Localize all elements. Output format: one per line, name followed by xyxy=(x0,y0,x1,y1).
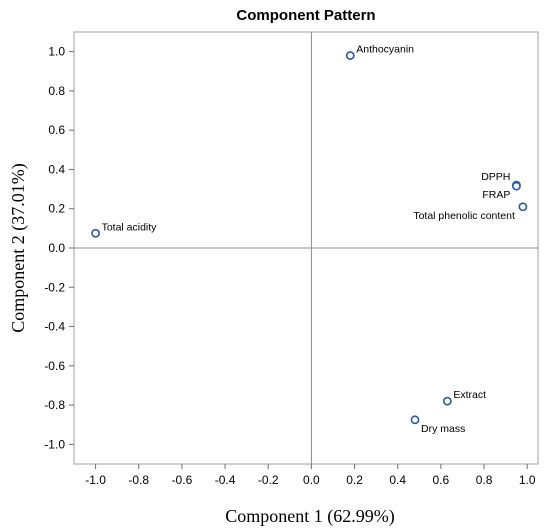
point-label-total-phenolic-content: Total phenolic content xyxy=(413,210,515,222)
y-tick-label: -0.8 xyxy=(44,398,65,412)
y-tick-label: -1.0 xyxy=(44,437,65,451)
point-frap xyxy=(512,181,521,191)
y-tick-label: 0.6 xyxy=(48,123,65,137)
x-tick-label: -0.2 xyxy=(258,473,279,487)
y-axis-title: Component 2 (37.01%) xyxy=(8,163,29,332)
y-tick-label: -0.2 xyxy=(44,280,65,294)
y-tick-label: 1.0 xyxy=(48,45,65,59)
point-dry-mass xyxy=(410,415,420,425)
point-extract xyxy=(442,396,452,406)
y-axis: -1.0 -0.8 -0.6 -0.4 -0.2 0.0 0.2 0.4 0.6 0.8 1.0 xyxy=(44,45,74,451)
x-tick-label: -0.8 xyxy=(128,473,149,487)
point-label-anthocyanin: Anthocyanin xyxy=(356,44,414,56)
x-tick-label: -1.0 xyxy=(85,473,106,487)
y-tick-label: 0.4 xyxy=(48,162,65,176)
data-points: Anthocyanin DPPH FRAP Total phenolic conten… xyxy=(91,44,528,435)
point-label-extract: Extract xyxy=(453,389,486,401)
x-tick-label: 1.0 xyxy=(519,473,536,487)
y-tick-label: -0.6 xyxy=(44,359,65,373)
point-total-acidity xyxy=(91,228,100,238)
chart-title: Component Pattern xyxy=(236,7,375,24)
x-axis: -1.0 -0.8 -0.6 -0.4 -0.2 0.0 0.2 0.4 0.6 0.8 1.0 xyxy=(85,464,536,487)
x-tick-label: 0.4 xyxy=(389,473,406,487)
reference-lines xyxy=(74,32,538,464)
y-tick-label: -0.4 xyxy=(44,320,65,334)
x-axis-title: Component 1 (62.99%) xyxy=(225,506,394,527)
point-label-frap: FRAP xyxy=(482,189,510,201)
y-tick-label: 0.8 xyxy=(48,84,65,98)
y-tick-label: 0.2 xyxy=(48,202,65,216)
x-tick-label: 0.0 xyxy=(303,473,320,487)
x-tick-label: 0.6 xyxy=(433,473,450,487)
x-tick-label: 0.2 xyxy=(346,473,363,487)
point-label-dpph: DPPH xyxy=(481,171,510,183)
x-tick-label: -0.4 xyxy=(215,473,236,487)
point-total-phenolic-content xyxy=(518,202,528,212)
x-tick-label: 0.8 xyxy=(476,473,493,487)
x-tick-label: -0.6 xyxy=(172,473,193,487)
point-label-dry-mass: Dry mass xyxy=(421,423,465,435)
y-tick-label: 0.0 xyxy=(48,241,65,255)
point-anthocyanin xyxy=(345,51,355,60)
point-label-total-acidity: Total acidity xyxy=(102,221,158,233)
